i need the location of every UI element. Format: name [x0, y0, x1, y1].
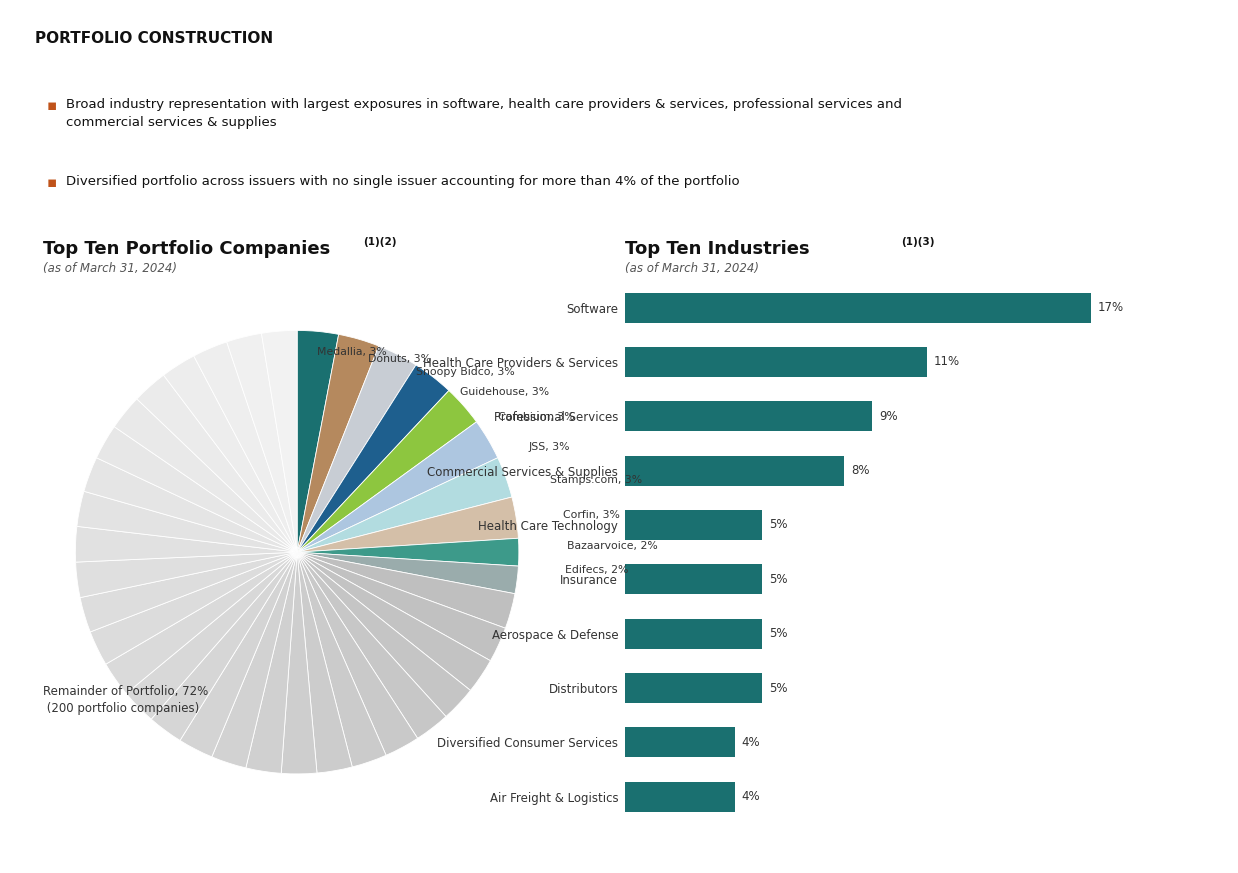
Bar	[625, 619, 763, 649]
Text: ▪: ▪	[47, 175, 57, 189]
Wedge shape	[297, 553, 515, 629]
Text: Remainder of Portfolio, 72%
 (200 portfolio companies): Remainder of Portfolio, 72% (200 portfol…	[43, 685, 208, 715]
Text: 4%: 4%	[742, 736, 760, 749]
Wedge shape	[76, 553, 297, 598]
Text: Top Ten Industries: Top Ten Industries	[625, 240, 810, 258]
Wedge shape	[281, 553, 317, 773]
Bar	[625, 673, 763, 703]
Text: (1)(2): (1)(2)	[363, 237, 396, 247]
Bar	[625, 782, 735, 812]
Wedge shape	[114, 399, 297, 553]
Wedge shape	[163, 356, 297, 553]
Wedge shape	[227, 333, 297, 553]
Wedge shape	[297, 346, 416, 553]
Text: Edifecs, 2%: Edifecs, 2%	[565, 565, 628, 575]
Wedge shape	[297, 553, 490, 691]
Text: Cambium, 3%: Cambium, 3%	[498, 412, 574, 422]
Bar	[625, 347, 927, 377]
Wedge shape	[297, 553, 470, 717]
Wedge shape	[297, 457, 511, 553]
Text: 9%: 9%	[879, 409, 898, 423]
Wedge shape	[80, 553, 297, 632]
Wedge shape	[137, 375, 297, 553]
Wedge shape	[261, 330, 297, 553]
Bar	[625, 727, 735, 758]
Wedge shape	[297, 497, 519, 553]
Wedge shape	[212, 553, 297, 768]
Wedge shape	[126, 553, 297, 719]
Text: 11%: 11%	[933, 355, 959, 368]
Text: Guidehouse, 3%: Guidehouse, 3%	[461, 387, 550, 397]
Bar	[625, 565, 763, 595]
Wedge shape	[297, 330, 339, 553]
Text: 5%: 5%	[769, 573, 787, 586]
Wedge shape	[194, 342, 297, 553]
Wedge shape	[297, 365, 449, 553]
Wedge shape	[297, 553, 386, 767]
Text: 17%: 17%	[1098, 301, 1124, 314]
Wedge shape	[297, 422, 498, 553]
Wedge shape	[297, 553, 519, 594]
Bar	[625, 292, 1091, 322]
Wedge shape	[246, 553, 297, 773]
Text: 5%: 5%	[769, 682, 787, 695]
Wedge shape	[297, 390, 477, 553]
Wedge shape	[297, 553, 446, 739]
Wedge shape	[105, 553, 297, 693]
Text: Stamps.com, 3%: Stamps.com, 3%	[551, 475, 643, 485]
Text: Bazaarvoice, 2%: Bazaarvoice, 2%	[567, 540, 657, 551]
Text: (1)(3): (1)(3)	[901, 237, 935, 247]
Bar	[625, 402, 872, 431]
Text: 5%: 5%	[769, 627, 787, 640]
Text: (as of March 31, 2024): (as of March 31, 2024)	[43, 262, 177, 275]
Text: Broad industry representation with largest exposures in software, health care pr: Broad industry representation with large…	[66, 98, 901, 129]
Text: Medallia, 3%: Medallia, 3%	[317, 347, 386, 357]
Text: Snoopy Bidco, 3%: Snoopy Bidco, 3%	[416, 368, 515, 377]
Text: 8%: 8%	[852, 464, 870, 478]
Wedge shape	[297, 539, 519, 566]
Wedge shape	[297, 553, 353, 773]
Wedge shape	[76, 526, 297, 562]
Bar	[625, 510, 763, 540]
Text: 4%: 4%	[742, 790, 760, 803]
Text: ▪: ▪	[47, 98, 57, 113]
Text: (as of March 31, 2024): (as of March 31, 2024)	[625, 262, 759, 275]
Bar	[625, 456, 844, 485]
Wedge shape	[84, 457, 297, 553]
Wedge shape	[180, 553, 297, 757]
Wedge shape	[97, 427, 297, 553]
Text: Diversified portfolio across issuers with no single issuer accounting for more t: Diversified portfolio across issuers wit…	[66, 175, 739, 188]
Text: Donuts, 3%: Donuts, 3%	[368, 354, 431, 364]
Text: Top Ten Portfolio Companies: Top Ten Portfolio Companies	[43, 240, 331, 258]
Wedge shape	[77, 491, 297, 553]
Text: PORTFOLIO CONSTRUCTION: PORTFOLIO CONSTRUCTION	[35, 31, 272, 45]
Text: Corfin, 3%: Corfin, 3%	[563, 510, 620, 520]
Wedge shape	[297, 553, 505, 661]
Text: 5%: 5%	[769, 519, 787, 532]
Text: JSS, 3%: JSS, 3%	[529, 442, 569, 451]
Wedge shape	[297, 334, 379, 553]
Wedge shape	[90, 553, 297, 664]
Wedge shape	[297, 553, 417, 755]
Wedge shape	[151, 553, 297, 740]
